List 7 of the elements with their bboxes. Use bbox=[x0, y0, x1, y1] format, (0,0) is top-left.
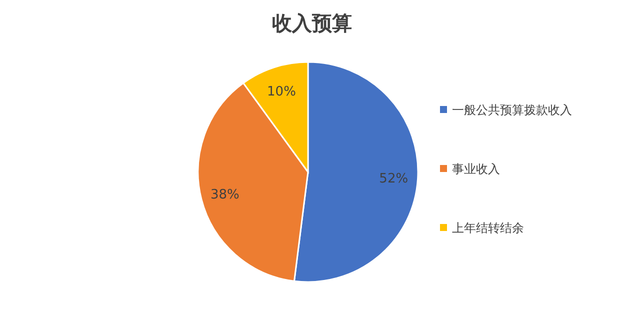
legend-label: 上年结转结余 bbox=[452, 221, 524, 235]
data-label: 38% bbox=[210, 187, 240, 202]
legend-label: 一般公共预算拨款收入 bbox=[452, 103, 572, 117]
data-label: 52% bbox=[379, 171, 408, 186]
chart-title: 收入预算 bbox=[272, 11, 352, 35]
legend-label: 事业收入 bbox=[452, 162, 500, 176]
data-label: 10% bbox=[267, 84, 296, 100]
